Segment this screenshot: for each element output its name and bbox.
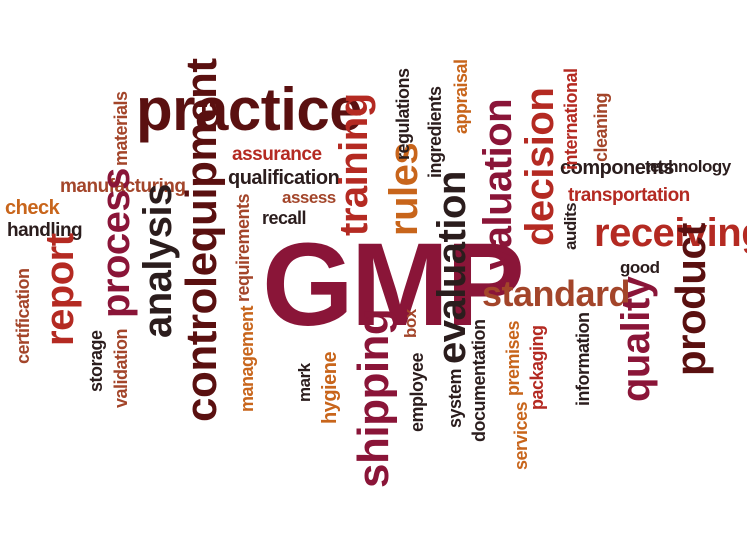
word-good: good xyxy=(620,258,660,277)
word-regulations: regulations xyxy=(393,68,413,160)
word-technology: technology xyxy=(645,157,731,176)
word-analysis: analysis xyxy=(136,184,180,338)
word-manufacturing: manufacturing xyxy=(60,176,186,197)
word-premises: premises xyxy=(503,320,523,396)
word-transportation: transportation xyxy=(568,185,690,206)
word-valuation: valuation xyxy=(476,98,520,270)
word-handling: handling xyxy=(7,220,83,241)
word-management: management xyxy=(237,305,257,412)
word-international: international xyxy=(561,68,581,170)
word-cleaning: cleaning xyxy=(591,92,611,162)
word-appraisal: appraisal xyxy=(451,59,471,134)
word-assess: assess xyxy=(282,188,336,207)
word-system: system xyxy=(445,368,465,428)
word-mark: mark xyxy=(295,363,314,402)
word-product: product xyxy=(667,223,714,376)
word-certification: certification xyxy=(13,268,33,364)
word-ingredients: ingredients xyxy=(425,86,445,178)
word-process: process xyxy=(94,168,138,318)
word-hygiene: hygiene xyxy=(319,351,341,424)
word-packaging: packaging xyxy=(527,325,547,410)
word-evaluation: evaluation xyxy=(430,171,474,364)
word-shipping: shipping xyxy=(349,308,398,488)
word-practice: practice xyxy=(136,76,363,143)
word-gmp: GMP xyxy=(262,219,525,351)
word-components: components xyxy=(560,157,674,179)
word-check: check xyxy=(5,197,60,219)
word-storage: storage xyxy=(86,330,106,392)
word-standard: standard xyxy=(482,273,631,314)
word-validation: validation xyxy=(111,328,131,408)
word-assurance: assurance xyxy=(232,144,322,165)
word-requirements: requirements xyxy=(233,193,253,302)
word-documentation: documentation xyxy=(469,319,489,443)
word-services: services xyxy=(511,401,531,470)
word-employee: employee xyxy=(407,352,427,432)
word-decision: decision xyxy=(518,87,562,246)
word-information: information xyxy=(573,312,593,407)
word-audits: audits xyxy=(561,202,580,250)
word-controlequipment: controlequipment xyxy=(177,58,226,422)
word-report: report xyxy=(38,233,82,346)
word-recall: recall xyxy=(262,208,307,228)
word-box: box xyxy=(401,309,420,338)
word-qualification: qualification xyxy=(228,167,340,189)
word-materials: materials xyxy=(111,91,131,166)
word-quality: quality xyxy=(614,276,658,402)
word-training: training xyxy=(332,93,376,236)
